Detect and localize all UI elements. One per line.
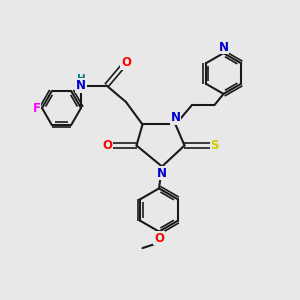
Text: N: N [218,40,229,54]
Text: O: O [102,139,112,152]
Text: O: O [121,56,131,70]
Text: F: F [33,101,41,115]
Text: N: N [157,167,167,180]
Text: O: O [154,232,164,245]
Text: N: N [170,111,181,124]
Text: H: H [76,74,85,84]
Text: N: N [76,79,86,92]
Text: S: S [210,139,219,152]
